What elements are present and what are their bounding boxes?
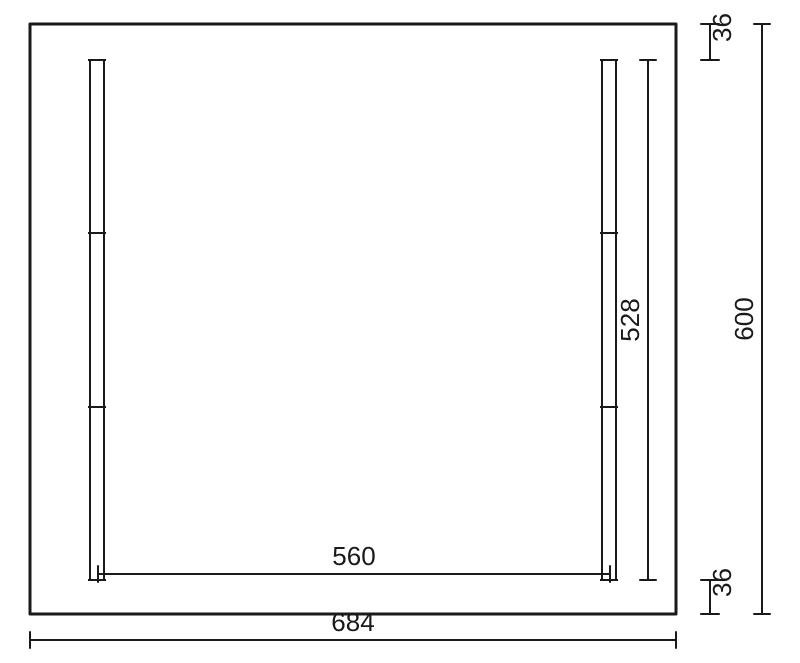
outer-frame [30,24,676,614]
dim-36-bottom-label: 36 [707,568,737,597]
left-slot [90,60,104,580]
dim-684-label: 684 [331,607,374,637]
dim-36-top-label: 36 [707,13,737,42]
dim-560-label: 560 [332,541,375,571]
dim-528-label: 528 [615,298,645,341]
dim-600-label: 600 [729,297,759,340]
dimension-drawing: 560 684 528 600 36 36 [0,0,800,663]
